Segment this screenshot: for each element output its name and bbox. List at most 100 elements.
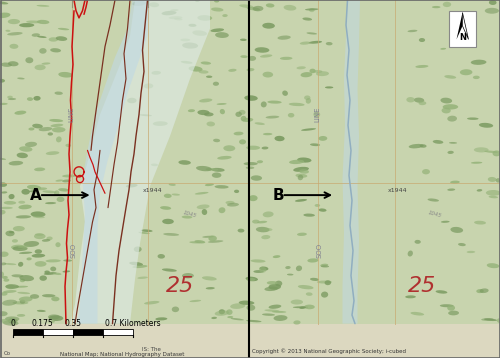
Polygon shape (342, 0, 360, 324)
Ellipse shape (246, 305, 256, 311)
Ellipse shape (213, 82, 219, 86)
Ellipse shape (218, 207, 226, 213)
Ellipse shape (18, 201, 25, 204)
Bar (12, 329, 42, 335)
Ellipse shape (317, 281, 332, 284)
Ellipse shape (268, 284, 281, 290)
Ellipse shape (44, 271, 50, 274)
Ellipse shape (16, 153, 28, 158)
Text: SOO: SOO (71, 243, 77, 258)
Ellipse shape (58, 28, 69, 30)
Ellipse shape (408, 251, 413, 257)
Ellipse shape (144, 83, 154, 88)
Ellipse shape (236, 112, 242, 117)
Ellipse shape (160, 206, 171, 210)
Ellipse shape (208, 236, 217, 241)
Ellipse shape (289, 103, 304, 106)
Ellipse shape (25, 142, 37, 147)
Ellipse shape (8, 318, 18, 323)
Ellipse shape (32, 254, 45, 258)
Polygon shape (78, 0, 150, 324)
Ellipse shape (486, 190, 500, 196)
Ellipse shape (217, 156, 232, 160)
Ellipse shape (182, 216, 192, 219)
Ellipse shape (254, 122, 265, 125)
Text: 0: 0 (10, 319, 15, 328)
Ellipse shape (32, 216, 45, 218)
Ellipse shape (178, 160, 191, 165)
Ellipse shape (293, 306, 308, 308)
Text: x1944: x1944 (142, 188, 162, 193)
Ellipse shape (408, 30, 418, 32)
Ellipse shape (188, 109, 195, 112)
Ellipse shape (290, 300, 303, 305)
Ellipse shape (466, 251, 475, 253)
Ellipse shape (257, 160, 263, 163)
Ellipse shape (234, 190, 239, 193)
Ellipse shape (224, 145, 235, 151)
Ellipse shape (28, 127, 34, 131)
Ellipse shape (414, 240, 421, 244)
Ellipse shape (20, 279, 25, 282)
Ellipse shape (260, 266, 268, 271)
Ellipse shape (234, 132, 243, 135)
Ellipse shape (226, 201, 234, 204)
Ellipse shape (268, 305, 281, 309)
Ellipse shape (6, 30, 10, 32)
Ellipse shape (172, 194, 180, 195)
Ellipse shape (172, 306, 179, 312)
Ellipse shape (48, 37, 58, 42)
Ellipse shape (188, 66, 202, 72)
Ellipse shape (441, 221, 450, 223)
Ellipse shape (497, 318, 500, 323)
Ellipse shape (433, 140, 444, 144)
Ellipse shape (46, 259, 61, 262)
Ellipse shape (29, 190, 38, 192)
Ellipse shape (13, 226, 25, 231)
Ellipse shape (492, 150, 500, 156)
Ellipse shape (5, 284, 19, 289)
Ellipse shape (19, 252, 32, 254)
Ellipse shape (262, 146, 268, 150)
Ellipse shape (36, 187, 47, 190)
Bar (449, 11, 476, 47)
Ellipse shape (204, 112, 214, 116)
Ellipse shape (300, 306, 306, 309)
Ellipse shape (211, 8, 224, 11)
Text: 1045: 1045 (428, 211, 442, 219)
Ellipse shape (153, 121, 168, 126)
Ellipse shape (140, 114, 152, 116)
Ellipse shape (34, 168, 45, 171)
Bar (0, 0, 248, 324)
Bar (72, 329, 102, 335)
Ellipse shape (297, 233, 307, 236)
Ellipse shape (239, 139, 246, 144)
Ellipse shape (149, 2, 159, 7)
Ellipse shape (256, 227, 270, 232)
Ellipse shape (37, 20, 50, 24)
Ellipse shape (432, 6, 440, 8)
Ellipse shape (18, 292, 30, 294)
Ellipse shape (210, 28, 224, 32)
Ellipse shape (298, 175, 303, 180)
Ellipse shape (0, 1, 8, 4)
Ellipse shape (49, 315, 64, 321)
Ellipse shape (295, 199, 307, 202)
Ellipse shape (5, 316, 20, 321)
Ellipse shape (244, 95, 258, 101)
Ellipse shape (316, 71, 329, 76)
Ellipse shape (56, 197, 64, 202)
Ellipse shape (192, 30, 207, 36)
Ellipse shape (56, 136, 62, 142)
Ellipse shape (38, 127, 52, 131)
Ellipse shape (174, 18, 182, 20)
Ellipse shape (1, 191, 8, 194)
Ellipse shape (308, 41, 322, 44)
Ellipse shape (471, 60, 486, 65)
Ellipse shape (4, 201, 16, 205)
Ellipse shape (230, 318, 244, 320)
Ellipse shape (244, 162, 258, 165)
Ellipse shape (129, 262, 143, 266)
Ellipse shape (442, 104, 458, 110)
Ellipse shape (0, 262, 6, 265)
